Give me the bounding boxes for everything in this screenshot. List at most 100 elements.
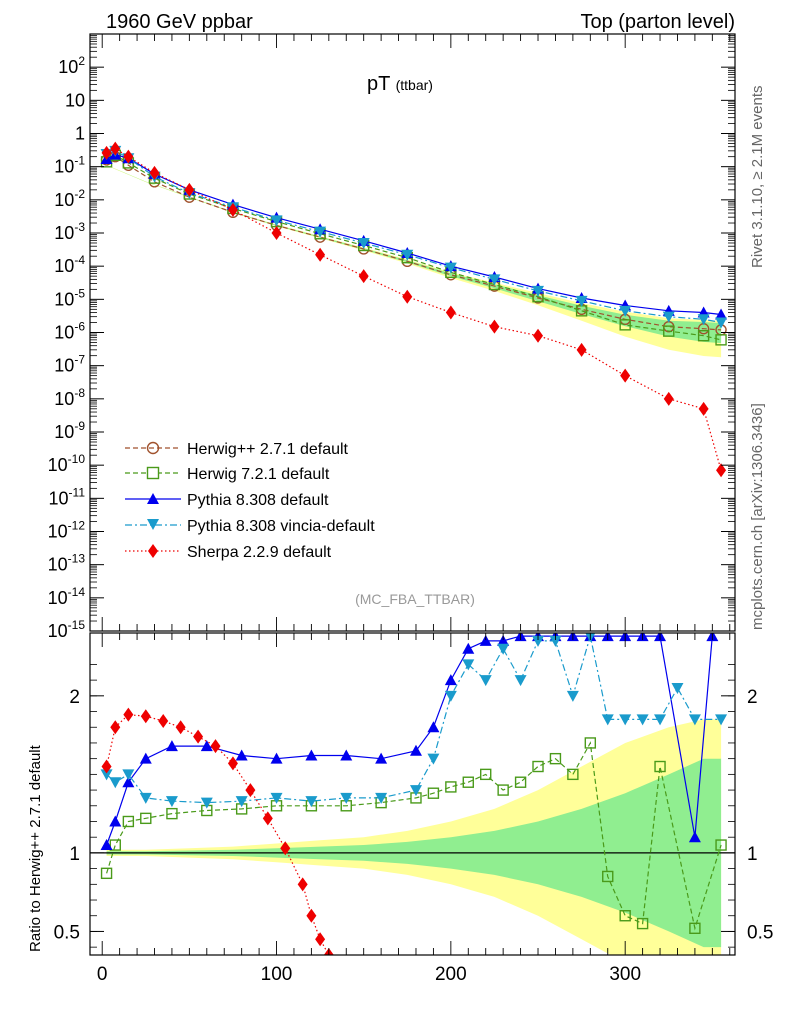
main-series-sherpa <box>101 141 727 478</box>
main-point-vincia <box>532 285 545 297</box>
rivet-label: Rivet 3.1.10, ≥ 2.1M events <box>749 86 766 269</box>
ratio-plot-frame <box>89 632 736 956</box>
y-tick-label: 10-3 <box>54 220 85 243</box>
ratio-point-vincia <box>200 797 213 809</box>
ratio-point-pythia <box>462 642 475 654</box>
main-point-sherpa <box>110 141 121 156</box>
ratio-point-herwig7 <box>140 812 152 825</box>
main-point-herwig7 <box>619 319 631 331</box>
main-point-sherpa <box>716 463 727 478</box>
main-point-sherpa <box>184 182 195 197</box>
x-tick-label: 200 <box>435 964 467 985</box>
legend-entry-herwigpp: Herwig++ 2.7.1 default <box>125 441 349 458</box>
main-point-sherpa <box>227 202 238 217</box>
y-tick-label: 10-2 <box>54 187 85 210</box>
ratio-point-herwig7 <box>462 776 474 788</box>
ratio-plot-axes: 0.5 0.5 1 1 2 2 0 100 200 300 <box>54 633 773 985</box>
legend-label-herwigpp: Herwig++ 2.7.1 default <box>187 441 349 458</box>
analysis-tag: (MC_FBA_TTBAR) <box>355 591 475 607</box>
ratio-point-herwig7 <box>636 917 649 930</box>
y-tick-label: 10-11 <box>49 485 86 508</box>
y-tick-label: 10-10 <box>48 452 86 475</box>
ratio-y-tick-label-left: 2 <box>69 687 80 708</box>
y-tick-label: 10-13 <box>48 552 86 575</box>
ratio-point-vincia <box>462 659 475 671</box>
ratio-point-vincia <box>340 792 353 804</box>
legend-marker-sherpa <box>148 544 158 558</box>
y-tick-label: 10-12 <box>48 519 86 542</box>
ratio-point-herwig7 <box>584 737 597 749</box>
ratio-plot-panel: 0.5 0.5 1 1 2 2 0 100 200 300 Ratio to Herwig++ 2… <box>27 632 773 985</box>
ratio-series-vincia <box>100 633 728 809</box>
main-point-sherpa <box>123 149 134 164</box>
legend: Herwig++ 2.7.1 default Herwig 7.2.1 defa… <box>125 441 375 561</box>
ratio-point-vincia <box>479 675 492 687</box>
ratio-point-sherpa <box>306 908 317 923</box>
ratio-point-sherpa <box>262 811 273 826</box>
ratio-point-vincia <box>601 714 614 726</box>
mcplots-label: mcplots.cern.ch [arXiv:1306.3436] <box>749 403 766 630</box>
ratio-point-sherpa <box>245 783 256 798</box>
ratio-point-herwig7 <box>445 781 457 793</box>
ratio-point-sherpa <box>175 720 186 735</box>
ratio-point-vincia <box>514 675 527 687</box>
main-point-sherpa <box>489 319 500 334</box>
main-line-pythia <box>106 154 722 316</box>
main-line-herwig7 <box>106 154 722 341</box>
ratio-point-herwig7 <box>166 807 178 820</box>
main-series-vincia <box>100 145 728 329</box>
main-point-sherpa <box>358 269 369 284</box>
ratio-point-herwig7 <box>689 922 701 934</box>
main-plot-series <box>100 141 728 478</box>
main-point-sherpa <box>533 328 544 343</box>
main-point-vincia <box>357 237 370 249</box>
main-point-herwig7 <box>663 325 675 337</box>
main-point-vincia <box>662 311 675 323</box>
ratio-point-herwig7 <box>514 776 527 788</box>
ratio-point-vincia <box>235 796 248 808</box>
ratio-point-herwig7 <box>549 752 562 765</box>
ratio-y-tick-label-right: 2 <box>747 687 758 708</box>
ratio-point-sherpa <box>210 739 221 754</box>
plot-title-main: pT <box>367 73 390 95</box>
ratio-point-pythia <box>497 634 510 646</box>
ratio-point-vincia <box>566 690 579 702</box>
ratio-point-vincia <box>636 714 649 726</box>
ratio-point-pythia <box>479 634 492 646</box>
y-tick-label: 10-6 <box>54 320 85 343</box>
legend-marker-herwig7 <box>146 466 160 480</box>
ratio-y-tick-label-left: 1 <box>69 844 80 865</box>
ratio-point-sherpa <box>280 841 291 856</box>
ratio-plot-series <box>100 633 728 955</box>
y-tick-label: 10 <box>65 90 85 110</box>
main-point-sherpa <box>445 305 456 320</box>
legend-label-pythia: Pythia 8.308 default <box>187 492 329 509</box>
main-point-vincia <box>444 262 457 274</box>
ratio-point-vincia <box>619 714 632 726</box>
ratio-point-pythia <box>100 839 113 851</box>
legend-marker-pythia <box>147 493 159 504</box>
main-point-sherpa <box>101 145 112 160</box>
main-line-sherpa <box>106 147 722 471</box>
ratio-y-tick-label-left: 0.5 <box>54 922 80 943</box>
legend-entry-vincia: Pythia 8.308 vincia-default <box>125 518 375 535</box>
main-point-herwig7 <box>697 330 710 342</box>
ratio-point-sherpa <box>101 759 112 774</box>
ratio-point-vincia <box>375 792 388 804</box>
ratio-point-sherpa <box>315 932 326 947</box>
ratio-ylabel: Ratio to Herwig++ 2.7.1 default <box>27 744 44 952</box>
ratio-line-sherpa <box>106 714 330 955</box>
ratio-y-tick-label-right: 0.5 <box>747 922 773 943</box>
ratio-line-pythia <box>106 635 713 846</box>
main-line-herwigpp <box>106 156 722 331</box>
x-tick-label: 100 <box>261 964 293 985</box>
ratio-point-pythia <box>109 815 122 827</box>
ratio-series-pythia <box>100 633 719 851</box>
legend-label-vincia: Pythia 8.308 vincia-default <box>187 518 375 535</box>
ratio-point-vincia <box>305 796 318 808</box>
y-tick-label: 10-7 <box>54 353 85 376</box>
ratio-point-herwig7 <box>122 815 135 828</box>
ratio-y-tick-label-right: 1 <box>747 844 758 865</box>
plot-title-sub: (ttbar) <box>396 77 433 93</box>
main-point-sherpa <box>620 368 631 383</box>
